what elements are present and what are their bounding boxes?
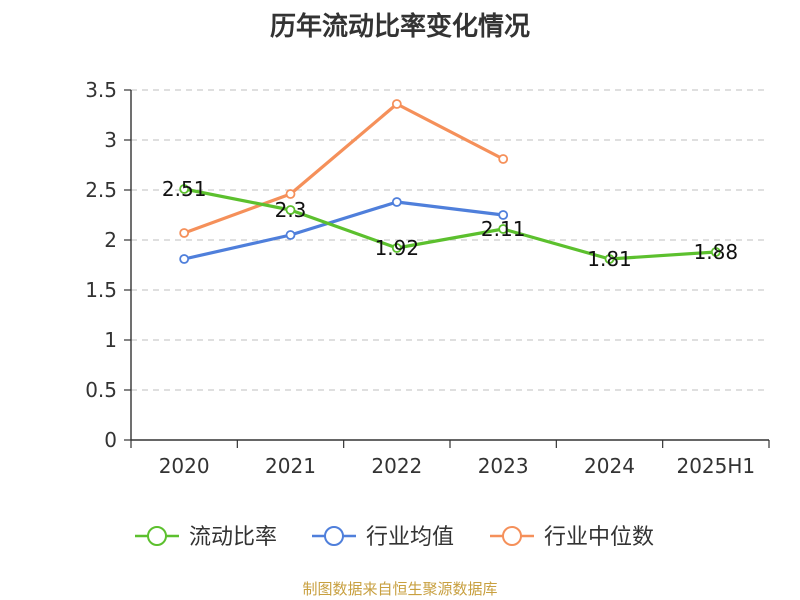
axes: 0 0.5 1 1.5 2 2.5 3 3.5 2020 2021 2022 2023 2024 2025…	[85, 78, 770, 478]
data-labels: 2.51 2.3 1.92 2.11 1.81 1.88	[162, 177, 738, 271]
series-line	[183, 102, 504, 235]
y-tick-label: 1.5	[85, 278, 117, 302]
data-label: 2.51	[162, 177, 207, 201]
data-point	[179, 184, 190, 194]
legend-item-2: 行业中位数	[490, 525, 654, 550]
data-label: 1.92	[375, 236, 420, 260]
series-1	[179, 197, 509, 264]
data-point	[710, 247, 721, 257]
data-point	[391, 197, 402, 207]
series-line	[183, 187, 716, 261]
series-line	[183, 200, 504, 261]
x-tick-label: 2024	[584, 454, 635, 478]
data-point	[391, 243, 402, 253]
legend-swatch-marker	[147, 526, 167, 546]
legend-swatch-marker	[502, 526, 522, 546]
chart-title: 历年流动比率变化情况	[269, 12, 530, 42]
data-point	[285, 189, 296, 199]
y-tick-label: 0.5	[85, 378, 117, 402]
legend-label: 流动比率	[189, 525, 277, 550]
y-tick-label: 1	[104, 328, 117, 352]
x-tick-label: 2025H1	[676, 454, 755, 478]
legend: 流动比率 行业均值 行业中位数	[135, 525, 654, 550]
series-2	[179, 99, 509, 238]
y-tick-label: 3	[104, 128, 117, 152]
data-point	[498, 224, 509, 234]
data-label: 2.11	[481, 217, 526, 241]
series-lines	[179, 99, 721, 264]
legend-item-1: 行业均值	[312, 525, 454, 550]
legend-label: 行业均值	[366, 525, 454, 550]
data-point	[285, 205, 296, 215]
legend-label: 行业中位数	[544, 525, 654, 550]
data-label: 2.3	[275, 198, 307, 222]
data-point	[179, 228, 190, 238]
data-label: 1.88	[694, 240, 739, 264]
data-point	[498, 154, 509, 164]
series-0	[179, 184, 721, 264]
x-tick-label: 2020	[159, 454, 210, 478]
x-tick-label: 2022	[371, 454, 422, 478]
data-point	[285, 230, 296, 240]
x-tick-label: 2021	[265, 454, 316, 478]
source-note: 制图数据来自恒生聚源数据库	[302, 580, 498, 598]
legend-swatch-marker	[324, 526, 344, 546]
y-tick-label: 2	[104, 228, 117, 252]
data-point	[604, 254, 615, 264]
y-tick-label: 2.5	[85, 178, 117, 202]
data-label: 1.81	[587, 247, 632, 271]
data-point	[498, 210, 509, 220]
y-tick-label: 0	[104, 428, 117, 452]
legend-item-0: 流动比率	[135, 525, 277, 550]
data-point	[179, 254, 190, 264]
y-tick-label: 3.5	[85, 78, 117, 102]
x-tick-label: 2023	[478, 454, 529, 478]
data-point	[391, 99, 402, 109]
